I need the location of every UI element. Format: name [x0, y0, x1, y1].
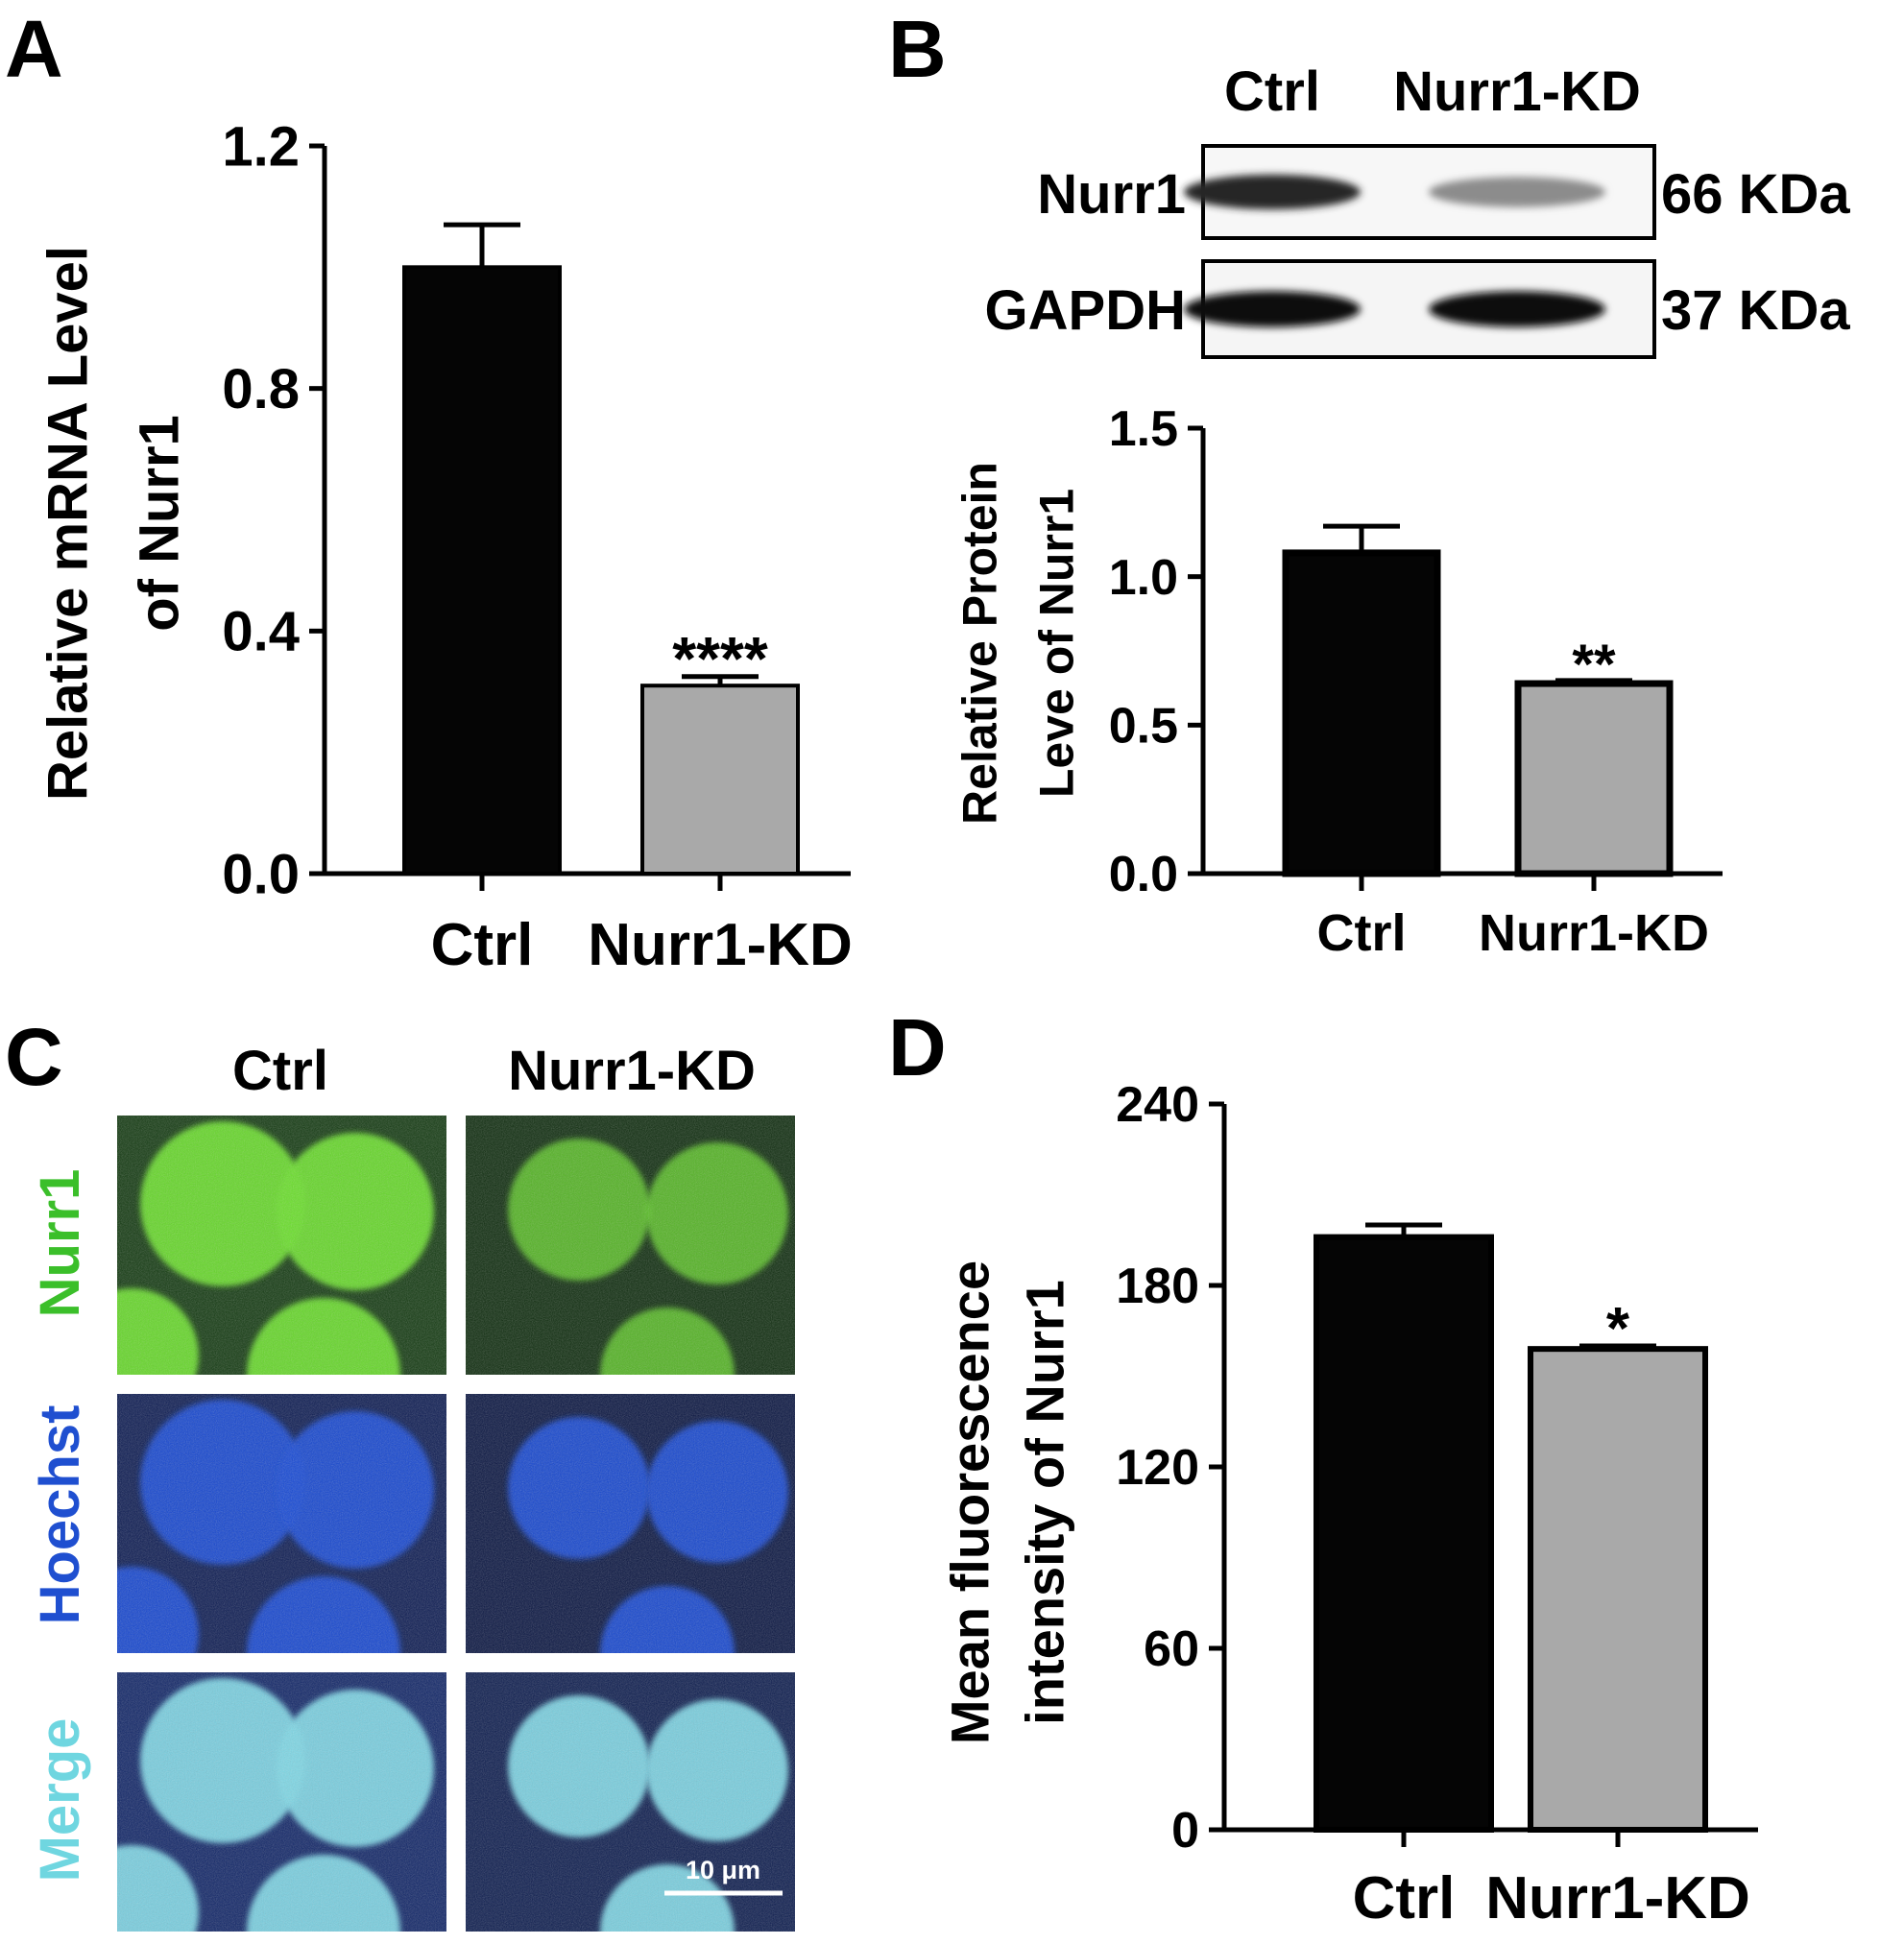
- chart-a-mrna: 0.0 0.4 0.8 1.2 Relative mRNA Level of Nurr1 C…: [36, 115, 852, 978]
- blot-size-label-nurr1: 66 KDa: [1661, 163, 1850, 226]
- chart-b-x-label: Nurr1-KD: [1479, 904, 1709, 962]
- micro-row-label-nurr1: Nurr1: [29, 1169, 91, 1318]
- chart-a-y-tick-label: 0.4: [222, 601, 300, 663]
- blot-protein-label-nurr1: Nurr1: [1037, 163, 1186, 226]
- blot-band-nurr1-kd: [1429, 177, 1605, 207]
- micro-col-label-ctrl: Ctrl: [232, 1040, 328, 1102]
- chart-b-y-tick-label: 1.5: [1109, 401, 1178, 457]
- chart-d-bar-ctrl: [1314, 1234, 1494, 1833]
- microscopy-panel: Ctrl Nurr1-KD Nurr1 Hoechst Merge 10 μm: [29, 1040, 795, 1932]
- blot-lane-label-kd: Nurr1-KD: [1393, 60, 1641, 123]
- chart-d-y-tick-label: 180: [1116, 1259, 1199, 1314]
- blot-lane-label-ctrl: Ctrl: [1224, 60, 1320, 123]
- chart-d-y-tick-label: 120: [1116, 1440, 1199, 1496]
- chart-d-y-axis-title: Mean fluorescence: [940, 1260, 1000, 1744]
- chart-a-x-label: Ctrl: [431, 912, 534, 978]
- micro-tile-nurr1-ctrl: [117, 1116, 446, 1375]
- chart-b-bar-kd: [1514, 680, 1674, 877]
- chart-a-bar-kd: [640, 684, 800, 876]
- panel-label-d: D: [888, 1002, 947, 1092]
- western-blot: Ctrl Nurr1-KD Nurr1 GAPDH 66 KDa 37 KDa: [985, 60, 1850, 359]
- chart-b-significance: **: [1572, 634, 1616, 696]
- chart-b-y-axis-title: Relative Protein: [953, 462, 1007, 825]
- chart-d-y-axis-title: intensity of Nurr1: [1015, 1280, 1075, 1725]
- chart-a-y-tick-label: 1.2: [222, 115, 300, 178]
- chart-d-y-tick-label: 60: [1144, 1621, 1199, 1677]
- chart-b-y-tick-label: 0.5: [1109, 699, 1178, 755]
- chart-d-bar-kd: [1528, 1346, 1708, 1834]
- chart-a-significance: ****: [672, 624, 768, 693]
- chart-a-y-tick-label: 0.0: [222, 843, 300, 905]
- chart-b-protein: 0.0 0.5 1.0 1.5 Relative Protein Leve of Nurr…: [953, 401, 1723, 962]
- chart-b-bar-ctrl: [1282, 549, 1441, 877]
- micro-row-label-merge: Merge: [29, 1718, 91, 1883]
- chart-b-y-axis-title: Leve of Nurr1: [1030, 489, 1084, 798]
- blot-protein-label-gapdh: GAPDH: [985, 279, 1186, 342]
- micro-row-label-hoechst: Hoechst: [29, 1405, 91, 1625]
- micro-tile-hoechst-nurr1-kd: [466, 1394, 795, 1653]
- blot-band-gapdh-kd: [1429, 291, 1605, 327]
- chart-a-y-tick-label: 0.8: [222, 358, 300, 420]
- scale-bar-label: 10 μm: [686, 1856, 760, 1884]
- chart-b-y-tick-label: 0.0: [1109, 847, 1178, 902]
- blot-size-label-gapdh: 37 KDa: [1661, 279, 1850, 342]
- micro-tile-merge-nurr1-kd: [466, 1672, 795, 1932]
- chart-a-x-label: Nurr1-KD: [588, 912, 853, 978]
- panel-label-a: A: [5, 4, 63, 94]
- chart-d-y-tick-label: 0: [1171, 1803, 1199, 1859]
- micro-tile-nurr1-nurr1-kd: [466, 1116, 795, 1375]
- chart-d-y-tick-label: 240: [1116, 1077, 1199, 1133]
- chart-b-y-tick-label: 1.0: [1109, 550, 1178, 606]
- chart-a-y-axis-title: of Nurr1: [128, 415, 190, 632]
- blot-band-gapdh-ctrl: [1184, 291, 1361, 327]
- chart-a-bar-ctrl: [402, 265, 562, 876]
- chart-d-significance: *: [1606, 1296, 1630, 1362]
- micro-col-label-kd: Nurr1-KD: [508, 1040, 756, 1102]
- panel-label-c: C: [5, 1012, 63, 1102]
- chart-b-x-label: Ctrl: [1317, 904, 1407, 962]
- panel-label-b: B: [888, 4, 947, 94]
- micro-tile-hoechst-ctrl: [117, 1394, 446, 1653]
- micro-tile-merge-ctrl: [117, 1672, 446, 1932]
- blot-band-nurr1-ctrl: [1184, 174, 1361, 210]
- chart-d-x-label: Nurr1-KD: [1485, 1865, 1750, 1932]
- chart-d-fluorescence: 0 60 120 180 240 Mean fluorescence intensity o…: [940, 1077, 1758, 1932]
- chart-d-x-label: Ctrl: [1353, 1865, 1456, 1932]
- chart-a-y-axis-title: Relative mRNA Level: [36, 246, 99, 801]
